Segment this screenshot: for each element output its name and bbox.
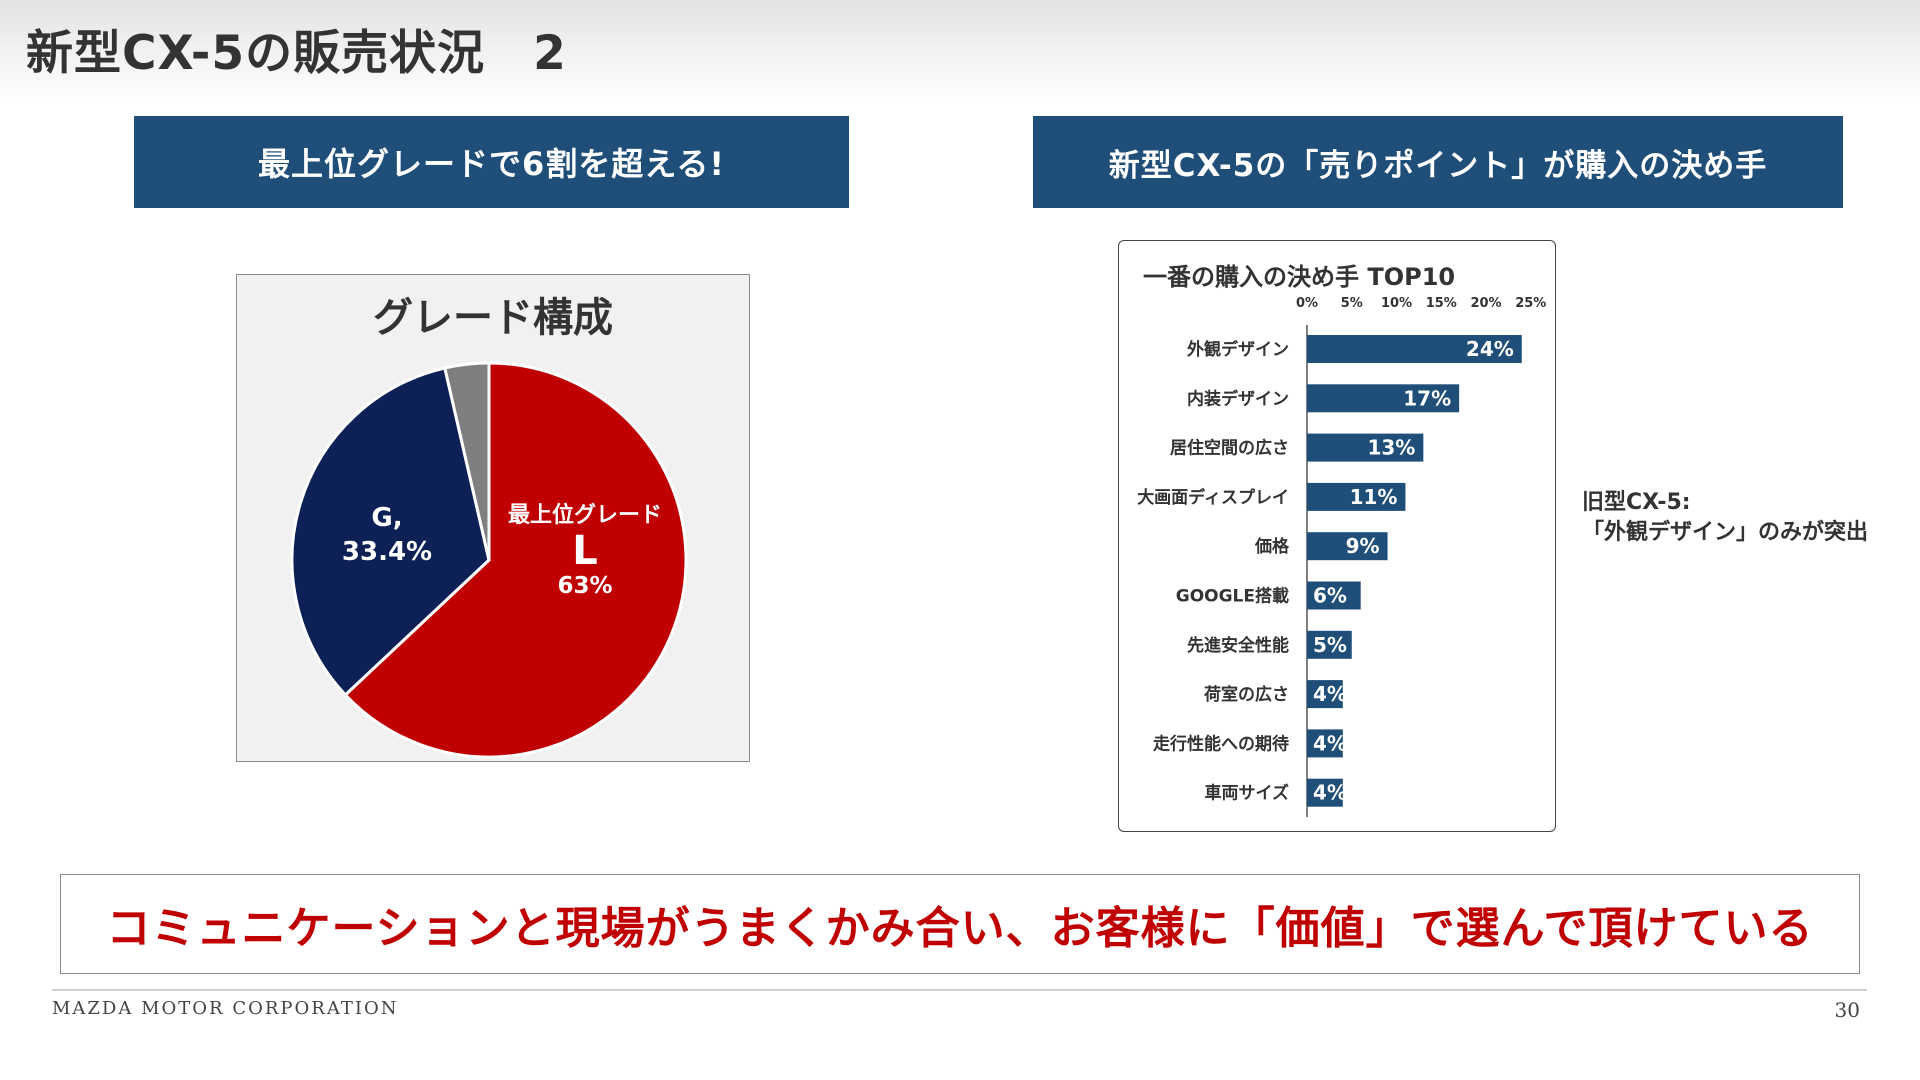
pie-slice-0 (343, 361, 688, 759)
old-model-note-line2: 「外観デザイン」のみが突出 (1582, 520, 1869, 545)
pie-svg (290, 361, 688, 759)
bar-value-label: 13% (1367, 436, 1415, 460)
pie-label-L: 最上位グレード L 63% (485, 497, 685, 599)
x-tick-label: 25% (1515, 296, 1546, 311)
footer-company: MAZDA MOTOR CORPORATION (52, 998, 399, 1019)
bar-2 (1307, 433, 1424, 462)
bar-value-label: 4% (1313, 781, 1347, 805)
category-label: 内装デザイン (1187, 388, 1289, 409)
bar-4 (1307, 532, 1388, 561)
bar-svg: 0% 5% 10% 15% 20% 25% 外観デザイン 24% 内装デザイン 17% 居住空間の広… (1137, 296, 1546, 817)
bar-value-label: 5% (1313, 633, 1347, 657)
bar-value-label: 6% (1313, 584, 1347, 608)
pie-label-G-value: 33.4% (341, 537, 433, 567)
grade-banner: 最上位グレードで6割を超える! (134, 116, 849, 208)
category-label: 居住空間の広さ (1170, 438, 1289, 459)
x-tick-label: 5% (1341, 296, 1363, 311)
old-model-note: 旧型CX-5: 「外観デザイン」のみが突出 (1582, 488, 1868, 548)
category-label: GOOGLE搭載 (1176, 586, 1289, 607)
old-model-note-line1: 旧型CX-5: (1582, 490, 1691, 515)
bar-3 (1307, 482, 1406, 511)
pie-label-G-name: G, (371, 503, 403, 533)
category-label: 荷室の広さ (1204, 684, 1289, 705)
x-tick-label: 0% (1296, 296, 1318, 311)
pie-label-L-value: 63% (557, 573, 613, 599)
bar-value-label: 24% (1466, 337, 1514, 361)
pie-label-L-grade: L (572, 528, 598, 574)
bar-9 (1307, 778, 1343, 807)
pie-chart-title: グレード構成 (373, 295, 613, 341)
bar-8 (1307, 729, 1343, 758)
slide-title: 新型CX-5の販売状況 2 (26, 26, 567, 81)
selling-point-banner: 新型CX-5の「売りポイント」が購入の決め手 (1033, 116, 1843, 208)
title-band (0, 0, 1920, 103)
x-tick-label: 15% (1426, 296, 1457, 311)
pie-label-L-line1: 最上位グレード (507, 503, 662, 528)
category-label: 大画面ディスプレイ (1137, 487, 1289, 508)
footer-divider (52, 989, 1867, 991)
bar-value-label: 17% (1403, 386, 1451, 410)
bar-value-label: 4% (1313, 731, 1347, 755)
bar-6 (1307, 630, 1352, 659)
page-number: 30 (1834, 998, 1860, 1022)
category-label: 外観デザイン (1187, 339, 1289, 360)
pie-slice-1 (290, 366, 491, 697)
x-tick-label: 20% (1470, 296, 1501, 311)
bar-1 (1307, 384, 1460, 413)
purchase-factor-bar-chart: 一番の購入の決め手 TOP10 0% 5% 10% 15% 20% 25% 外観デザイン 24… (1118, 240, 1556, 832)
bar-7 (1307, 680, 1343, 709)
bar-value-label: 9% (1346, 534, 1380, 558)
x-tick-label: 10% (1381, 296, 1412, 311)
conclusion-text: コミュニケーションと現場がうまくかみ合い、お客様に「価値」で選んで頂けている (106, 903, 1814, 954)
bar-value-label: 4% (1313, 682, 1347, 706)
category-label: 価格 (1254, 536, 1290, 557)
pie-slice-2 (443, 361, 491, 561)
category-label: 車両サイズ (1205, 783, 1290, 804)
bar-value-label: 11% (1350, 485, 1398, 509)
pie-label-G: G, 33.4% (317, 501, 457, 569)
bar-5 (1307, 581, 1361, 610)
category-label: 走行性能への期待 (1153, 733, 1289, 754)
category-label: 先進安全性能 (1187, 635, 1289, 656)
conclusion-box: コミュニケーションと現場がうまくかみ合い、お客様に「価値」で選んで頂けている (60, 874, 1860, 974)
bar-chart-title: 一番の購入の決め手 TOP10 (1143, 263, 1456, 291)
grade-pie-chart: グレード構成 最上位グレード L 63% G, 33.4% (236, 274, 750, 762)
bar-0 (1307, 335, 1522, 363)
